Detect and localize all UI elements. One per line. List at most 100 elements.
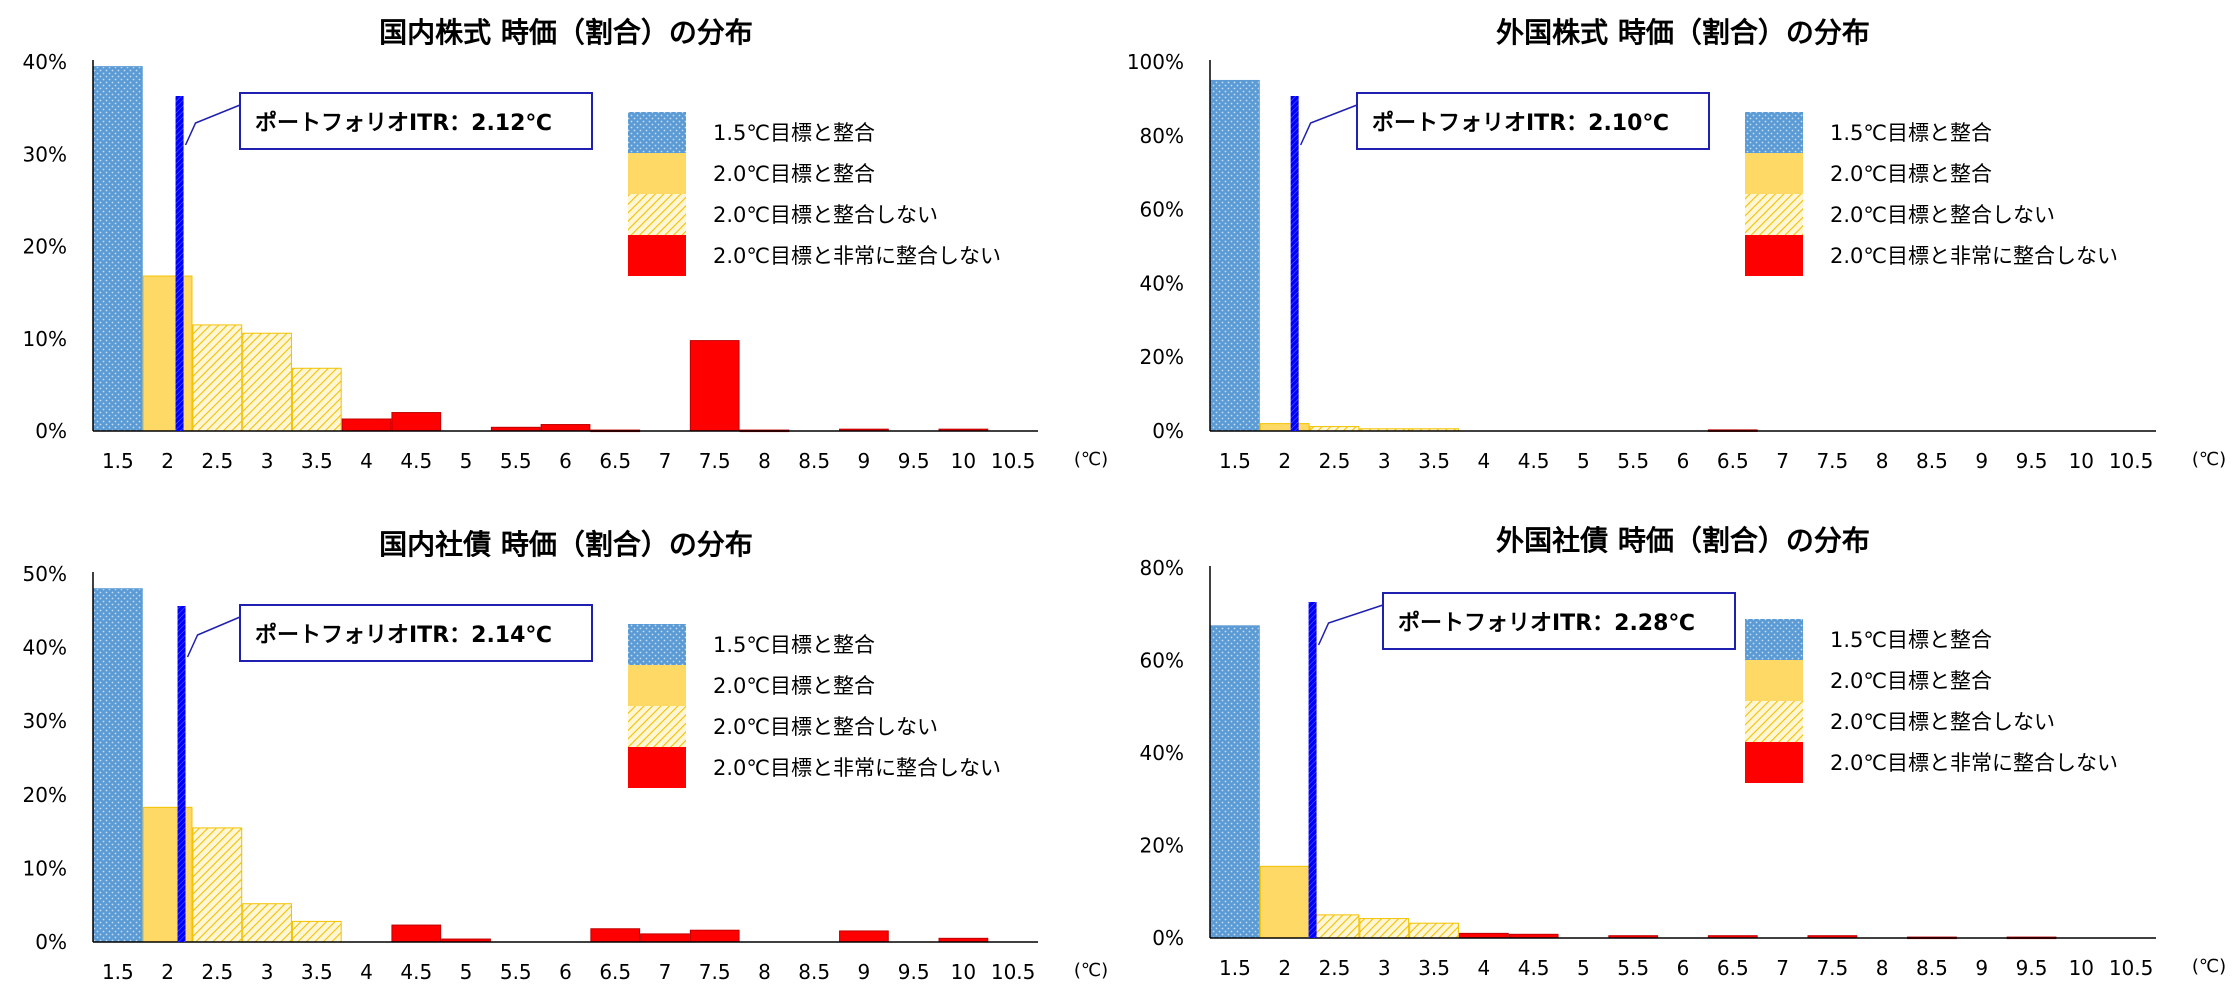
legend-label-4: 2.0℃目標と非常に整合しない — [1830, 244, 2118, 268]
legend-label-3: 2.0℃目標と整合しない — [1830, 203, 2055, 227]
x-tick-label: 7 — [659, 449, 672, 473]
legend-label-3: 2.0℃目標と整合しない — [1830, 710, 2055, 734]
legend-swatch-1 — [1745, 619, 1803, 660]
legend-swatch-3 — [628, 706, 686, 747]
bar-3.5 — [291, 920, 342, 943]
x-tick-label: 10.5 — [991, 449, 1036, 473]
itr-callout-connector — [186, 616, 241, 658]
legend-label-1: 1.5℃目標と整合 — [713, 633, 875, 657]
x-tick-label: 5 — [460, 960, 473, 984]
x-tick-label: 8.5 — [1916, 449, 1948, 473]
legend-swatch-3 — [1745, 701, 1803, 742]
x-tick-label: 9.5 — [2016, 449, 2048, 473]
legend-swatch-4 — [628, 747, 686, 788]
x-tick-label: 2.5 — [1319, 956, 1351, 980]
x-tick-label: 3.5 — [1418, 449, 1450, 473]
x-tick-label: 9.5 — [898, 960, 930, 984]
itr-line — [1308, 602, 1317, 938]
x-tick-label: 1.5 — [1219, 956, 1251, 980]
legend-label-4: 2.0℃目標と非常に整合しない — [1830, 751, 2118, 775]
bar-3 — [242, 903, 292, 943]
y-tick-label: 30% — [23, 709, 67, 733]
x-tick-label: 6 — [1677, 956, 1690, 980]
bar-2 — [1259, 423, 1310, 432]
x-tick-label: 3.5 — [301, 960, 333, 984]
legend-label-2: 2.0℃目標と整合 — [713, 674, 875, 698]
legend-swatch-4 — [1745, 742, 1803, 783]
x-tick-label: 4.5 — [1518, 449, 1550, 473]
y-tick-label: 30% — [23, 142, 67, 166]
chart-panel-4: 外国社債 時価（割合）の分布 0% 20% 40% 60% 80% 1.5 2 2.5 3 3.5 4… — [1140, 524, 2227, 980]
bar-6 — [540, 424, 591, 432]
chart-title: 外国社債 時価（割合）の分布 — [1496, 524, 1870, 557]
x-tick-label: 10 — [2069, 449, 2094, 473]
x-tick-label: 10 — [951, 960, 976, 984]
y-tick-label: 80% — [1140, 124, 1184, 148]
chart-title: 外国株式 時価（割合）の分布 — [1496, 16, 1870, 49]
y-tick-label: 20% — [1140, 834, 1184, 858]
y-tick-label: 0% — [35, 419, 67, 443]
x-tick-label: 8 — [1876, 956, 1889, 980]
legend-swatch-2 — [628, 153, 686, 194]
y-tick-label: 60% — [1140, 198, 1184, 222]
x-tick-label: 7.5 — [1816, 449, 1848, 473]
bar-1.5 — [93, 588, 143, 943]
x-tick-label: 9 — [858, 960, 871, 984]
y-tick-label: 40% — [1140, 741, 1184, 765]
y-tick-label: 10% — [23, 327, 67, 351]
x-tick-label: 10 — [951, 449, 976, 473]
x-tick-label: 2.5 — [201, 449, 233, 473]
x-tick-label: 5.5 — [500, 449, 532, 473]
x-tick-label: 7.5 — [1816, 956, 1848, 980]
x-tick-label: 6.5 — [599, 960, 631, 984]
chart-panel-2: 外国株式 時価（割合）の分布 0% 20% 40% 60% 80% 100% 1.5 2 2.5 3… — [1127, 16, 2226, 473]
bar-2 — [1259, 865, 1310, 939]
y-tick-label: 0% — [1152, 926, 1184, 950]
itr-line — [1290, 96, 1299, 431]
x-tick-label: 7.5 — [699, 960, 731, 984]
x-tick-label: 6 — [1677, 449, 1690, 473]
legend-swatch-2 — [1745, 153, 1803, 194]
bar-4.5 — [391, 924, 442, 943]
x-tick-label: 9 — [1975, 449, 1988, 473]
x-tick-label: 4.5 — [400, 960, 432, 984]
x-tick-label: 5.5 — [500, 960, 532, 984]
legend-swatch-4 — [628, 235, 686, 276]
itr-callout-box — [239, 92, 593, 150]
y-tick-label: 20% — [23, 235, 67, 259]
itr-callout-text: ポートフォリオITR：2.14℃ — [255, 622, 552, 648]
x-tick-label: 10.5 — [991, 960, 1036, 984]
x-unit-label: (℃) — [1074, 960, 1108, 981]
y-tick-label: 40% — [1140, 271, 1184, 295]
x-tick-label: 3.5 — [301, 449, 333, 473]
x-tick-label: 8.5 — [798, 960, 830, 984]
chart-title: 国内株式 時価（割合）の分布 — [379, 16, 753, 49]
x-tick-label: 3.5 — [1418, 956, 1450, 980]
y-tick-label: 0% — [35, 930, 67, 954]
bar-3.5 — [291, 367, 342, 432]
x-tick-label: 4 — [1477, 956, 1490, 980]
legend-label-2: 2.0℃目標と整合 — [1830, 669, 1992, 693]
bar-3 — [1359, 918, 1410, 939]
bar-1.5 — [93, 66, 143, 432]
y-tick-label: 40% — [23, 50, 67, 74]
itr-callout-box — [239, 604, 593, 662]
x-tick-label: 8 — [1876, 449, 1889, 473]
x-tick-label: 8.5 — [798, 449, 830, 473]
x-tick-label: 5.5 — [1617, 449, 1649, 473]
bar-7 — [640, 933, 690, 943]
x-tick-label: 5.5 — [1617, 956, 1649, 980]
itr-callout-connector — [1299, 104, 1358, 146]
x-tick-label: 9 — [1975, 956, 1988, 980]
chart-panel-3: 国内社債 時価（割合）の分布 0% 10% 20% 30% 40% 50% 1.5 2 2.5 3 3… — [23, 528, 1109, 984]
x-tick-label: 10.5 — [2109, 956, 2154, 980]
itr-callout-text: ポートフォリオITR：2.28℃ — [1398, 610, 1695, 636]
x-tick-label: 6 — [559, 960, 572, 984]
x-tick-label: 1.5 — [102, 449, 134, 473]
bar-2.5 — [192, 827, 243, 943]
legend-swatch-2 — [628, 665, 686, 706]
x-tick-label: 3 — [1378, 956, 1391, 980]
bar-2.5 — [1309, 914, 1360, 939]
itr-line — [177, 606, 186, 942]
